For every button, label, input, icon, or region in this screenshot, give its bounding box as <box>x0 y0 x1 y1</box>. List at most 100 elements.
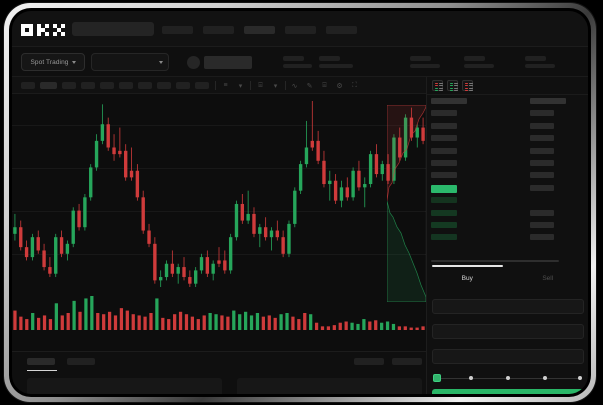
orderbook-bid-row[interactable] <box>431 122 457 129</box>
app-screen: Spot Trading <box>12 11 588 394</box>
stat-24h-volume-value <box>410 56 431 61</box>
orderbook-bid-row[interactable] <box>431 209 457 216</box>
orderbook-bid-row[interactable] <box>431 172 457 179</box>
indicators-icon[interactable]: ≡ <box>223 82 228 89</box>
orderbook-bid-row[interactable] <box>431 184 457 193</box>
toolbar-timeframe-5[interactable] <box>100 82 114 89</box>
price-chart[interactable] <box>12 94 426 351</box>
action-cancel-all[interactable] <box>392 358 422 365</box>
toolbar-divider-2 <box>250 81 251 90</box>
nav-item-3[interactable] <box>244 26 275 34</box>
orderbook-ask-row[interactable] <box>530 234 554 241</box>
stat-extra-label <box>525 64 555 68</box>
slider-stop-25[interactable] <box>469 375 473 380</box>
orderbook-ask-row[interactable] <box>530 98 566 104</box>
toolbar-timeframe-7[interactable] <box>138 82 152 89</box>
spot-trading-button[interactable]: Spot Trading <box>21 53 85 71</box>
toolbar-divider-3 <box>285 81 286 90</box>
stat-24h-high-low-value <box>464 56 485 61</box>
compare-chevron-icon[interactable]: ▾ <box>273 82 278 90</box>
tab-buy[interactable]: Buy <box>427 265 508 291</box>
nav-item-5[interactable] <box>326 26 357 34</box>
place-buy-order-button[interactable] <box>432 389 584 394</box>
orderbook-bid-row[interactable] <box>431 98 467 104</box>
toolbar-timeframe-4[interactable] <box>81 82 95 89</box>
fullscreen-expand-icon[interactable]: ⛶ <box>352 81 357 89</box>
tab-buy-label: Buy <box>461 274 473 282</box>
okx-logo-icon[interactable] <box>21 23 65 36</box>
orderbook-ask-row[interactable] <box>530 135 554 142</box>
toolbar-timeframe-2[interactable] <box>40 82 57 89</box>
orderbook-ask-row[interactable] <box>530 222 554 228</box>
order-side-tabs: Buy Sell <box>427 265 588 291</box>
orderbook-ask-row[interactable] <box>530 209 554 216</box>
action-hide-other-pairs[interactable] <box>354 358 384 365</box>
line-style-icon[interactable]: ∿ <box>291 82 298 90</box>
orderbook-ask-row[interactable] <box>530 147 554 154</box>
tab-order-history[interactable] <box>67 358 95 365</box>
toolbar-timeframe-9[interactable] <box>176 82 190 89</box>
toolbar-timeframe-3[interactable] <box>62 82 76 89</box>
indicators-chevron-icon[interactable]: ▾ <box>238 82 243 90</box>
orderbook-bid-row[interactable] <box>431 197 457 204</box>
orderbook-scrollbar[interactable] <box>431 260 559 262</box>
orderbook-trade-panel: Buy Sell <box>426 77 588 394</box>
orders-panel <box>12 351 426 394</box>
orderbook-ask-row[interactable] <box>530 160 554 166</box>
nav-item-2[interactable] <box>203 26 234 34</box>
chevron-down-icon <box>71 60 76 64</box>
stat-24h-volume-label <box>410 64 440 68</box>
orderbook-ask-row[interactable] <box>530 184 554 191</box>
orderbook-bid-row[interactable] <box>431 234 457 241</box>
pair-name-skeleton <box>204 56 252 69</box>
active-tab-indicator <box>432 265 503 267</box>
orderbook-bid-row[interactable] <box>431 222 457 228</box>
orderbook-bid-row[interactable] <box>431 135 457 142</box>
total-field[interactable] <box>432 349 584 364</box>
orderbook-bid-row[interactable] <box>431 160 457 166</box>
tab-sell[interactable]: Sell <box>508 265 589 291</box>
toolbar-timeframe-10[interactable] <box>195 82 209 89</box>
orderbook-ask-row[interactable] <box>530 122 554 129</box>
orders-block-right[interactable] <box>237 378 422 394</box>
stat-last-price-label <box>283 64 312 68</box>
volume-series <box>13 296 425 330</box>
orderbook-ask-row[interactable] <box>530 172 554 179</box>
orderbook-bid-row[interactable] <box>431 147 457 154</box>
slider-stop-75[interactable] <box>543 375 547 380</box>
stat-24h-change-label <box>319 64 353 68</box>
stat-24h-change-value <box>319 56 340 61</box>
spot-trading-label: Spot Trading <box>30 58 69 66</box>
amount-field[interactable] <box>432 324 584 339</box>
draw-pencil-icon[interactable]: ✎ <box>306 82 313 90</box>
orderbook-ask-row[interactable] <box>530 110 554 117</box>
toolbar-timeframe-6[interactable] <box>119 82 133 89</box>
stat-24h-high-low-label <box>464 64 494 68</box>
orderbook-layout-both-icon[interactable] <box>432 80 443 91</box>
toolbar-divider-1 <box>215 81 216 90</box>
market-bar: Spot Trading <box>12 47 588 77</box>
tab-open-orders[interactable] <box>27 358 55 365</box>
candlestick-series <box>13 101 425 287</box>
toolbar-timeframe-1[interactable] <box>21 82 35 89</box>
header-search-input[interactable] <box>72 22 154 36</box>
settings-gear-icon[interactable]: ⚙ <box>336 82 343 90</box>
orderbook-layout-asks-icon[interactable] <box>462 80 473 91</box>
toolbar-timeframe-8[interactable] <box>157 82 171 89</box>
price-field[interactable] <box>432 299 584 314</box>
orderbook-bid-row[interactable] <box>431 110 457 117</box>
slider-stop-100[interactable] <box>578 375 582 380</box>
orderbook-rows[interactable] <box>427 95 588 265</box>
orderbook-layout-bids-icon[interactable] <box>447 80 458 91</box>
nav-item-4[interactable] <box>285 26 316 34</box>
orders-block-left[interactable] <box>27 378 222 394</box>
stat-last-price-value <box>283 56 304 61</box>
orderbook-layout-tabs <box>427 77 588 95</box>
slider-handle[interactable] <box>433 374 441 382</box>
snapshot-camera-icon[interactable]: ⌸ <box>322 81 327 89</box>
slider-stop-50[interactable] <box>506 375 510 380</box>
nav-item-1[interactable] <box>162 26 193 34</box>
percent-slider[interactable] <box>433 374 583 382</box>
compare-icon[interactable]: ⌸ <box>258 81 263 89</box>
pair-selector[interactable] <box>91 53 169 71</box>
